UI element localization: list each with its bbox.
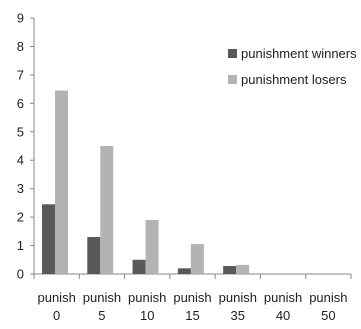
bar-losers <box>236 264 250 274</box>
x-category-label: 35 <box>231 308 245 323</box>
bar-losers <box>145 219 159 274</box>
bar-winners <box>87 237 101 274</box>
axes <box>30 17 352 279</box>
bar-winners <box>42 204 55 274</box>
y-tick-label: 3 <box>17 181 24 196</box>
x-category-label: 40 <box>276 308 290 323</box>
y-tick-label: 8 <box>17 39 24 54</box>
x-category-label: punish <box>309 290 347 305</box>
y-tick-label: 0 <box>17 267 24 282</box>
bar-losers <box>100 146 114 274</box>
x-category-label: 50 <box>321 308 335 323</box>
x-category-label: 0 <box>53 308 60 323</box>
y-tick-label: 1 <box>17 238 24 253</box>
y-tick-label: 4 <box>17 153 24 168</box>
x-category-label: 15 <box>185 308 199 323</box>
legend-swatch <box>228 49 237 58</box>
bar-winners <box>132 259 146 274</box>
x-category-label: 5 <box>98 308 105 323</box>
legend-label: punishment losers <box>241 72 347 87</box>
legend-label: punishment winners <box>241 46 357 61</box>
y-tick-label: 6 <box>17 96 24 111</box>
legend-swatch <box>228 75 237 84</box>
x-category-label: punish <box>37 290 75 305</box>
x-category-label: punish <box>264 290 302 305</box>
x-category-label: punish <box>219 290 257 305</box>
x-category-label: punish <box>83 290 121 305</box>
x-category-label: 10 <box>140 308 154 323</box>
legend: punishment winners punishment losers <box>228 46 357 87</box>
bar-losers <box>55 90 68 275</box>
y-tick-label: 2 <box>17 210 24 225</box>
bars <box>42 90 250 275</box>
bar-winners <box>223 266 237 274</box>
y-tick-label: 7 <box>17 67 24 82</box>
bar-winners <box>177 268 191 274</box>
x-category-label: punish <box>173 290 211 305</box>
labels: 0 1 2 3 4 5 6 7 8 9 punish 0 punish 5 punish 10 punish 15… <box>17 11 348 324</box>
x-category-label: punish <box>128 290 166 305</box>
y-tick-label: 5 <box>17 124 24 139</box>
bar-losers <box>190 244 204 274</box>
y-tick-label: 9 <box>17 11 24 26</box>
